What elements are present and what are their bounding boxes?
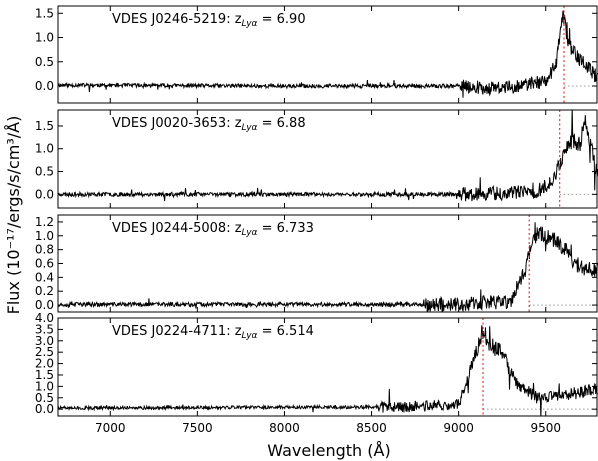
panel-label: VDES J0224-4711: zLyα = 6.514 [112, 324, 314, 341]
x-axis-ticks: 7000 7500 8000 8500 9000 9500 [95, 421, 561, 435]
spectrum-line [58, 10, 598, 98]
y-tick-label: 3.5 [35, 322, 54, 336]
y-tick-label: 1.5 [35, 119, 54, 133]
y-tick-label: 2.5 [35, 345, 54, 359]
panel-3: 0.00.20.40.60.81.01.2 VDES J0244-5008: zL… [35, 214, 598, 313]
panel-frame [57, 109, 598, 209]
y-tick-label: 1.0 [35, 229, 54, 243]
panel-frame [57, 317, 598, 417]
panel-label: VDES J0020-3653: zLyα = 6.88 [112, 116, 306, 133]
x-tick-label: 7000 [95, 421, 126, 435]
y-tick-label: 4.0 [35, 311, 54, 325]
y-tick-label: 3.0 [35, 334, 54, 348]
panel-4: 0.00.51.01.52.02.53.03.54.0 VDES J0224-47… [35, 311, 598, 417]
x-tick-label: 7500 [182, 421, 213, 435]
y-tick-label: 0.5 [35, 55, 54, 69]
y-tick-label: 0.0 [35, 402, 54, 416]
y-tick-label: 0.0 [35, 187, 54, 201]
y-tick-label: 1.5 [35, 368, 54, 382]
y-tick-label: 0.2 [35, 284, 54, 298]
x-tick-label: 9500 [530, 421, 561, 435]
y-tick-label: 1.2 [35, 215, 54, 229]
y-tick-label: 2.0 [35, 357, 54, 371]
y-tick-label: 1.0 [35, 379, 54, 393]
y-tick-label: 1.0 [35, 31, 54, 45]
spectra-panels: 0.00.51.01.5 VDES J0246-5219: zLyα = 6.90… [35, 5, 598, 417]
y-tick-label: 0.0 [35, 298, 54, 312]
panel-2: 0.0 0.5 1.0 1.5 VDES J0020-3653: zLyα = 6.88 [35, 109, 598, 209]
spectrum-line [58, 222, 598, 312]
y-axis-label: Flux (10⁻¹⁷/ergs/s/cm³/Å) [4, 116, 23, 315]
y-tick-label: 0.5 [35, 391, 54, 405]
x-tick-label: 8500 [356, 421, 387, 435]
x-tick-label: 8000 [269, 421, 300, 435]
y-tick-label: 0.8 [35, 243, 54, 257]
x-axis-label: Wavelength (Å) [267, 441, 390, 460]
y-tick-label: 1.0 [35, 142, 54, 156]
y-tick-label: 0.4 [35, 270, 54, 284]
spectrum-line [58, 325, 598, 416]
spectrum-line [58, 110, 598, 202]
panel-frame [57, 5, 598, 104]
panel-label: VDES J0246-5219: zLyα = 6.90 [112, 12, 306, 29]
x-tick-label: 9000 [443, 421, 474, 435]
y-tick-label: 0.5 [35, 165, 54, 179]
y-tick-label: 1.5 [35, 6, 54, 20]
y-tick-label: 0.6 [35, 257, 54, 271]
y-tick-label: 0.0 [35, 79, 54, 93]
panel-label: VDES J0244-5008: zLyα = 6.733 [112, 221, 314, 238]
panel-1: 0.0 0.5 1.0 1.5 VDES J0246-5219: zLyα = 6.90 [35, 5, 598, 104]
